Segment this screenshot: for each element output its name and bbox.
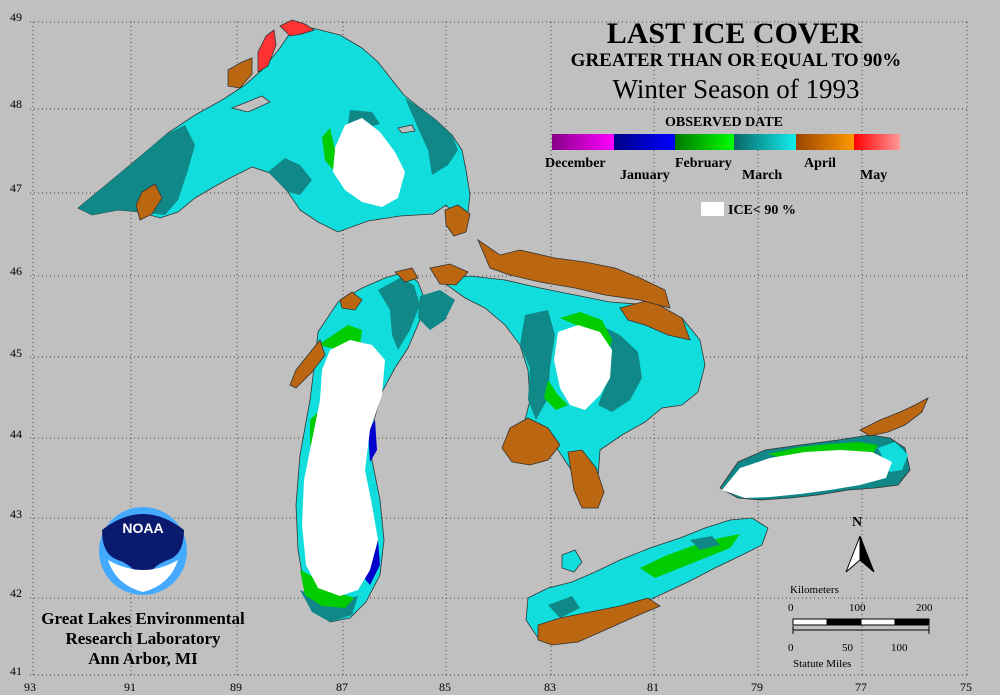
legend-month-march: March xyxy=(742,168,782,183)
title-line-1: LAST ICE COVER xyxy=(607,17,862,50)
lat-label-41: 41 xyxy=(10,664,22,678)
scale-segment-1 xyxy=(792,618,828,626)
lat-label-45: 45 xyxy=(10,346,22,360)
legend-month-january: January xyxy=(620,168,670,183)
north-label: N xyxy=(852,515,862,530)
legend-swatch-march xyxy=(734,134,796,150)
lon-label-77: 77 xyxy=(855,680,867,694)
legend-month-february: February xyxy=(675,156,732,171)
lat-label-48: 48 xyxy=(10,97,22,111)
lake-ontario xyxy=(719,397,929,501)
legend-swatch-january xyxy=(614,134,675,150)
scale-mi-tick-50: 50 xyxy=(842,642,854,654)
legend-swatch-april xyxy=(796,134,854,150)
lon-label-83: 83 xyxy=(544,680,556,694)
legend-swatch-february xyxy=(675,134,734,150)
lake-erie xyxy=(525,517,769,646)
lon-label-81: 81 xyxy=(647,680,659,694)
legend: OBSERVED DATE December February April Ja… xyxy=(545,115,900,218)
legend-swatch-may xyxy=(854,134,900,150)
lat-label-44: 44 xyxy=(10,427,22,441)
latitude-labels: 49 48 47 46 45 44 43 42 41 xyxy=(10,10,22,678)
lon-label-79: 79 xyxy=(751,680,763,694)
title-line-2: GREATER THAN OR EQUAL TO 90% xyxy=(571,50,902,71)
lake-superior xyxy=(77,19,471,237)
lon-label-85: 85 xyxy=(439,680,451,694)
scale-mi-tick-0: 0 xyxy=(788,642,794,654)
noaa-logo: NOAA xyxy=(99,507,187,595)
map-title: LAST ICE COVER GREATER THAN OR EQUAL TO … xyxy=(571,17,902,104)
lon-label-93: 93 xyxy=(24,680,36,694)
lon-label-89: 89 xyxy=(230,680,242,694)
scale-mi-title: Statute Miles xyxy=(793,658,851,670)
lake-huron xyxy=(418,238,706,509)
scale-mi-tick-100: 100 xyxy=(891,642,908,654)
lat-label-46: 46 xyxy=(10,264,22,278)
legend-month-april: April xyxy=(804,156,836,171)
org-line-1: Great Lakes Environmental xyxy=(41,609,245,628)
title-line-3: Winter Season of 1993 xyxy=(612,74,859,104)
lon-label-87: 87 xyxy=(336,680,348,694)
legend-swatch-ice-lt-90 xyxy=(701,202,724,216)
longitude-labels: 93 91 89 87 85 83 81 79 77 75 xyxy=(24,680,972,694)
scale-bar: Kilometers 0 100 200 0 50 100 Statute Mi… xyxy=(788,584,933,670)
lat-label-49: 49 xyxy=(10,10,22,24)
noaa-logo-text: NOAA xyxy=(122,520,163,536)
lat-label-47: 47 xyxy=(10,181,22,195)
noaa-logo-wave xyxy=(108,560,178,592)
legend-swatch-december xyxy=(552,134,614,150)
north-arrow-left-half xyxy=(845,535,861,573)
scale-km-title: Kilometers xyxy=(790,584,839,596)
lat-label-42: 42 xyxy=(10,586,22,600)
scale-km-tick-200: 200 xyxy=(916,602,933,614)
legend-month-december: December xyxy=(545,156,606,171)
scale-segment-2 xyxy=(826,618,862,626)
legend-ice-label: ICE< 90 % xyxy=(728,203,796,218)
legend-month-may: May xyxy=(860,168,887,183)
lake-michigan xyxy=(289,267,426,623)
north-arrow: N xyxy=(845,515,875,573)
scale-segment-3 xyxy=(860,618,896,626)
lon-label-75: 75 xyxy=(960,680,972,694)
scale-segment-4 xyxy=(894,618,930,626)
scale-km-tick-100: 100 xyxy=(849,602,866,614)
lake-st-clair xyxy=(561,549,583,573)
lon-label-91: 91 xyxy=(124,680,136,694)
north-arrow-right-half xyxy=(859,535,875,573)
org-line-2: Research Laboratory xyxy=(65,629,221,648)
org-line-3: Ann Arbor, MI xyxy=(88,649,198,668)
lat-label-43: 43 xyxy=(10,507,22,521)
scale-km-tick-0: 0 xyxy=(788,602,794,614)
noaa-logo-bird xyxy=(102,514,184,586)
organization-credit: Great Lakes Environmental Research Labor… xyxy=(41,609,245,668)
legend-heading: OBSERVED DATE xyxy=(665,115,783,130)
